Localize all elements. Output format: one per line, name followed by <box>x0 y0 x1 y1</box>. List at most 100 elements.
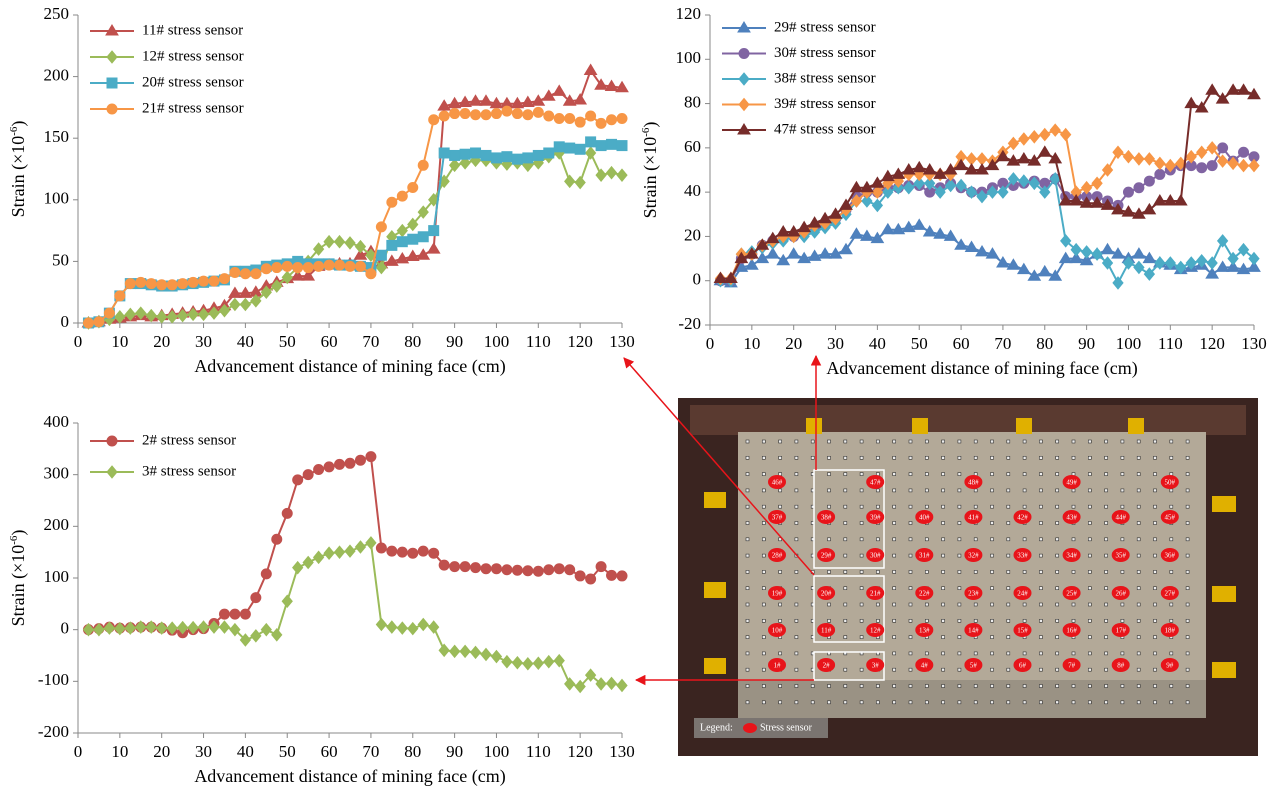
grid-dot <box>1088 473 1091 476</box>
grid-dot <box>1154 473 1157 476</box>
point <box>314 465 324 475</box>
x-tick-label: 10 <box>111 332 128 351</box>
grid-dot <box>876 701 879 704</box>
grid-dot <box>893 440 896 443</box>
grid-dot <box>1186 619 1189 622</box>
x-tick-label: 40 <box>237 332 254 351</box>
grid-dot <box>844 636 847 639</box>
grid-dot <box>909 538 912 541</box>
y-axis-label: Strain (×10-6) <box>640 122 662 219</box>
grid-dot <box>1072 570 1075 573</box>
point <box>324 236 334 248</box>
y-tick-label: 100 <box>44 189 70 208</box>
grid-dot <box>942 554 945 557</box>
sensor-label: 6# <box>1019 662 1027 670</box>
grid-dot <box>893 701 896 704</box>
grid-dot <box>1088 505 1091 508</box>
grid-dot <box>1137 522 1140 525</box>
grid-dot <box>1154 701 1157 704</box>
point <box>355 541 365 553</box>
grid-dot <box>828 473 831 476</box>
point <box>512 657 522 669</box>
grid-dot <box>991 489 994 492</box>
point <box>418 160 428 170</box>
sensor-label: 33# <box>1017 552 1028 560</box>
x-tick-label: 90 <box>446 332 463 351</box>
grid-dot <box>860 603 863 606</box>
grid-dot <box>942 603 945 606</box>
grid-dot <box>1154 603 1157 606</box>
grid-dot <box>860 685 863 688</box>
point <box>491 109 501 119</box>
grid-dot <box>860 587 863 590</box>
point <box>355 241 365 253</box>
grid-dot <box>1072 603 1075 606</box>
y-tick-label: 300 <box>44 464 70 483</box>
grid-dot <box>1105 505 1108 508</box>
grid-dot <box>779 603 782 606</box>
point <box>418 232 428 242</box>
grid-dot <box>909 570 912 573</box>
grid-dot <box>1186 570 1189 573</box>
point <box>512 109 522 119</box>
y-tick-label: 400 <box>44 412 70 431</box>
point <box>450 645 460 657</box>
x-axis-label: Advancement distance of mining face (cm) <box>194 356 505 377</box>
grid-dot <box>811 456 814 459</box>
point <box>408 548 418 558</box>
point <box>460 562 470 572</box>
point <box>408 623 418 635</box>
point <box>418 619 428 631</box>
grid-dot <box>991 473 994 476</box>
grid-dot <box>1088 701 1091 704</box>
grid-dot <box>779 619 782 622</box>
point <box>596 141 606 151</box>
grid-dot <box>860 473 863 476</box>
grid-dot <box>1137 456 1140 459</box>
grid-dot <box>795 473 798 476</box>
grid-dot <box>1186 587 1189 590</box>
point <box>1155 157 1165 169</box>
grid-dot <box>1170 489 1173 492</box>
point <box>607 115 617 125</box>
grid-dot <box>1056 652 1059 655</box>
grid-dot <box>1105 603 1108 606</box>
y-tick-label: 0 <box>61 619 70 638</box>
point <box>219 274 229 284</box>
point <box>1206 84 1218 94</box>
photo-legend-item: Stress sensor <box>760 722 813 733</box>
x-tick-label: 110 <box>526 332 551 351</box>
grid-dot <box>1105 636 1108 639</box>
grid-dot <box>991 456 994 459</box>
grid-dot <box>1154 440 1157 443</box>
point <box>533 657 543 669</box>
grid-dot <box>1170 603 1173 606</box>
point <box>1018 153 1030 163</box>
point <box>481 648 491 660</box>
grid-dot <box>746 636 749 639</box>
point <box>314 261 324 271</box>
sensor-label: 11# <box>821 627 832 635</box>
point <box>1039 146 1051 156</box>
point <box>397 547 407 557</box>
grid-dot <box>795 636 798 639</box>
sensor-label: 25# <box>1066 590 1077 598</box>
grid-dot <box>1023 489 1026 492</box>
point <box>777 255 789 265</box>
grid-dot <box>1137 603 1140 606</box>
grid-dot <box>958 668 961 671</box>
grid-dot <box>974 538 977 541</box>
grid-dot <box>958 505 961 508</box>
grid-dot <box>1007 619 1010 622</box>
grid-dot <box>1088 636 1091 639</box>
chart: -200204060801001200102030405060708090100… <box>640 4 1267 379</box>
grid-dot <box>991 668 994 671</box>
point <box>533 150 543 160</box>
grid-dot <box>1056 505 1059 508</box>
point <box>1134 183 1144 193</box>
point <box>324 260 334 270</box>
point <box>913 219 925 229</box>
grid-dot <box>762 554 765 557</box>
legend-label: 47# stress sensor <box>774 121 876 137</box>
grid-dot <box>1088 554 1091 557</box>
